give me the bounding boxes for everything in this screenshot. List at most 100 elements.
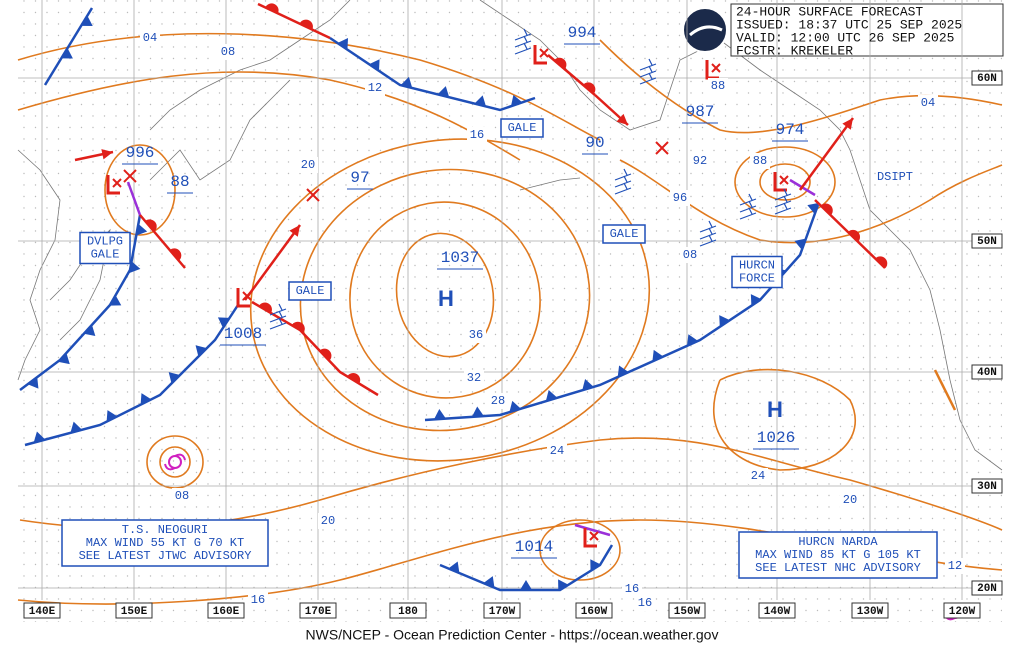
front-triangle	[136, 223, 148, 236]
isobar-label-bg	[635, 595, 655, 611]
front-triangle	[509, 400, 521, 413]
lat-label: 40N	[977, 367, 997, 379]
lon-label: 180	[398, 606, 418, 618]
front-line	[43, 7, 94, 86]
footer: NWS/NCEP - Ocean Prediction Center - htt…	[306, 627, 719, 643]
position-x	[123, 169, 137, 183]
pressure-label: 97	[350, 169, 369, 187]
lon-label: 170W	[489, 606, 516, 618]
low-symbol	[236, 288, 250, 308]
isobar-label: 32	[467, 371, 481, 385]
front-triangle	[617, 365, 629, 378]
lon-label: 120W	[949, 606, 976, 618]
isobar-label: 16	[251, 593, 265, 607]
isobar-label: 12	[368, 81, 382, 95]
isobar-label: 24	[751, 469, 765, 483]
wind-barb	[739, 200, 757, 213]
low-x	[779, 175, 789, 185]
isobar-label: 20	[321, 514, 335, 528]
front-triangle	[545, 389, 558, 402]
front-triangle	[61, 48, 73, 59]
wind-barb	[774, 195, 792, 208]
isobar-label: 28	[491, 394, 505, 408]
advisory-box	[61, 519, 269, 567]
lon-label-box	[115, 602, 153, 619]
low-x	[589, 531, 599, 541]
front-line	[126, 181, 142, 216]
dot-grid	[18, 0, 1002, 622]
lon-label: 150E	[121, 606, 148, 618]
front-semicircle	[291, 321, 305, 333]
isobar-label: 04	[921, 96, 935, 110]
front-triangle	[129, 261, 141, 274]
warning-text: GALE	[296, 284, 325, 298]
wind-barb	[614, 182, 632, 195]
front-triangle	[400, 76, 413, 89]
front-triangle	[217, 317, 230, 328]
lon-label: 170E	[305, 606, 332, 618]
lat-label-box	[971, 233, 1003, 249]
lat-label-box	[971, 70, 1003, 86]
pressure-label: 88	[170, 173, 189, 191]
warning-text: GALE	[91, 248, 120, 262]
pressure-label: 1008	[224, 325, 262, 343]
front-triangle	[448, 561, 460, 574]
lon-label: 140E	[29, 606, 56, 618]
front-triangle	[58, 352, 70, 365]
isobar-label-bg	[172, 488, 192, 504]
front-semicircle	[820, 203, 833, 216]
warning-text: FORCE	[739, 272, 775, 286]
advisory-text: HURCN NARDA	[798, 535, 878, 549]
noaa-logo-bird	[689, 25, 723, 37]
isobar-label: 36	[469, 328, 483, 342]
lon-label-box	[389, 602, 427, 619]
isobar-label-bg	[218, 44, 238, 60]
isobar-label-bg	[464, 370, 484, 386]
front-triangle	[83, 324, 96, 336]
lat-label: 60N	[977, 73, 997, 85]
lon-label-box	[483, 602, 521, 619]
isobar-label-bg	[248, 592, 268, 608]
front-triangle	[168, 372, 181, 384]
isobar-label: 04	[143, 31, 157, 45]
front-semicircle	[347, 372, 361, 384]
high-center: H	[438, 286, 454, 311]
front-semicircle	[554, 57, 567, 70]
front-triangle	[807, 202, 819, 215]
front-triangle	[27, 377, 39, 389]
high-center: H	[767, 397, 783, 422]
isobar-label-bg	[748, 468, 768, 484]
position-x	[655, 141, 669, 155]
warning-text: DVLPG	[87, 235, 123, 249]
front-triangle	[558, 579, 569, 592]
arrow-head	[101, 149, 113, 160]
front-semicircle	[847, 229, 861, 242]
isobar-label: 20	[843, 493, 857, 507]
front-triangle	[719, 315, 730, 327]
front-semicircle	[319, 348, 332, 361]
isobar-label: 24	[550, 444, 564, 458]
low-symbol	[773, 172, 787, 192]
lat-label: 50N	[977, 236, 997, 248]
lon-label-box	[851, 602, 889, 619]
wind-barb	[614, 168, 632, 181]
front-triangle	[437, 86, 450, 98]
isobar-label-bg	[298, 157, 318, 173]
lat-label: 20N	[977, 583, 997, 595]
isobar-label-bg	[708, 78, 728, 94]
warning-text: GALE	[610, 227, 639, 241]
front-triangle	[652, 349, 664, 362]
isobar-label-bg	[466, 327, 486, 343]
front-triangle	[140, 393, 152, 405]
warning-text: GALE	[508, 121, 537, 135]
isobar-label: 12	[948, 559, 962, 573]
warning-box	[288, 281, 332, 301]
front-triangle	[582, 379, 594, 391]
wind-barb	[639, 58, 657, 71]
isobar-label-bg	[840, 492, 860, 508]
lon-label: 160E	[213, 606, 240, 618]
isobar-label: 88	[753, 154, 767, 168]
isobar-label: 16	[625, 582, 639, 596]
front-triangle	[337, 38, 349, 50]
advisory-text: MAX WIND 85 KT G 105 KT	[755, 548, 921, 562]
